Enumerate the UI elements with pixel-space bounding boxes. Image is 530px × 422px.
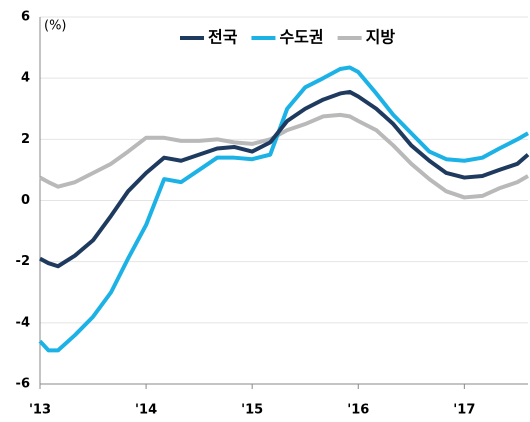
legend-label: 전국	[208, 28, 238, 47]
legend-label: 지방	[366, 28, 396, 47]
y-tick-label: -6	[16, 377, 30, 392]
legend-label: 수도권	[279, 28, 323, 47]
unit-label: (%)	[44, 19, 67, 34]
series-line	[39, 112, 529, 200]
x-tick-label: '17	[453, 403, 475, 418]
x-tick-label: '15	[241, 403, 263, 418]
y-tick-label: -2	[16, 254, 30, 269]
y-tick-label: 2	[21, 132, 30, 147]
series-line	[38, 65, 529, 353]
x-tick-label: '16	[347, 403, 369, 418]
y-tick-label: 4	[21, 71, 30, 86]
x-tick-label: '14	[135, 403, 157, 418]
x-tick-label: '13	[29, 403, 51, 418]
y-tick-label: 6	[21, 10, 30, 25]
series-line	[39, 89, 530, 269]
y-tick-label: 0	[21, 193, 30, 208]
y-tick-label: -4	[16, 315, 30, 330]
